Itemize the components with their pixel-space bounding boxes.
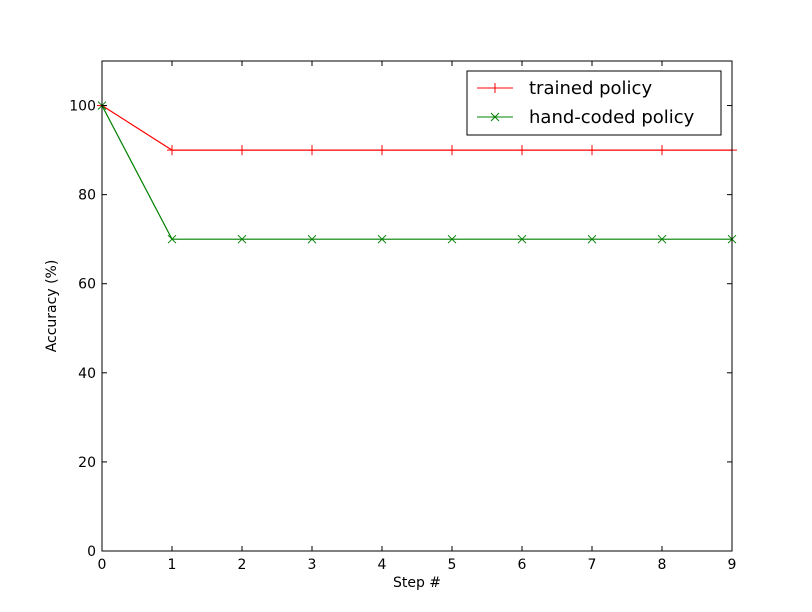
- data-point: [237, 234, 247, 244]
- series-line: [101, 105, 732, 240]
- plot-area: [102, 61, 732, 551]
- data-point: [657, 234, 667, 244]
- x-tick-label: 8: [658, 557, 667, 573]
- legend-marker-glyph: [490, 112, 500, 122]
- data-point: [447, 145, 457, 156]
- data-point: [657, 145, 667, 156]
- data-point: [587, 145, 597, 156]
- y-tick-label: 40: [78, 366, 96, 382]
- legend: trained policy hand-coded policy: [466, 70, 722, 136]
- plot-frame: [101, 60, 733, 552]
- legend-marker-hand-coded: [490, 112, 500, 122]
- y-tick-label: 0: [87, 544, 96, 560]
- y-tick-label: 20: [78, 455, 96, 471]
- x-tick-label: 6: [518, 557, 527, 573]
- data-point: [377, 234, 387, 244]
- data-point: [517, 234, 527, 244]
- y-tick-label: 60: [78, 277, 96, 293]
- legend-marker-trained: [490, 83, 500, 93]
- data-point: [167, 145, 177, 156]
- x-tick-label: 3: [308, 557, 317, 573]
- x-tick-label: 5: [448, 557, 457, 573]
- x-tick-label: 2: [238, 557, 247, 573]
- data-point: [377, 145, 387, 156]
- y-axis-title: Accuracy (%): [44, 260, 60, 353]
- series-layer: [97, 100, 737, 244]
- x-axis-title: Step #: [393, 575, 441, 591]
- series-line: [101, 105, 732, 151]
- legend-label-trained: trained policy: [529, 78, 652, 99]
- data-point: [517, 145, 527, 156]
- series-hand-coded-policy: [97, 101, 737, 244]
- y-tick-label: 100: [69, 99, 96, 115]
- x-tick-label: 0: [98, 557, 107, 573]
- x-tick-label: 7: [588, 557, 597, 573]
- legend-box: [466, 70, 722, 136]
- x-tick-label: 4: [378, 557, 387, 573]
- data-point: [587, 234, 597, 244]
- data-point: [237, 145, 247, 156]
- legend-marker-glyph: [490, 83, 500, 93]
- data-point: [447, 234, 457, 244]
- data-point: [167, 234, 177, 244]
- x-tick-label: 9: [728, 557, 737, 573]
- y-tick-label: 80: [78, 188, 96, 204]
- data-point: [307, 234, 317, 244]
- ticks-layer: 0 1 2 3 4 5 6 7 8 9 0 20 40 60 80 100: [69, 61, 736, 573]
- x-tick-label: 1: [168, 557, 177, 573]
- data-point: [307, 145, 317, 156]
- legend-label-hand-coded: hand-coded policy: [529, 107, 695, 128]
